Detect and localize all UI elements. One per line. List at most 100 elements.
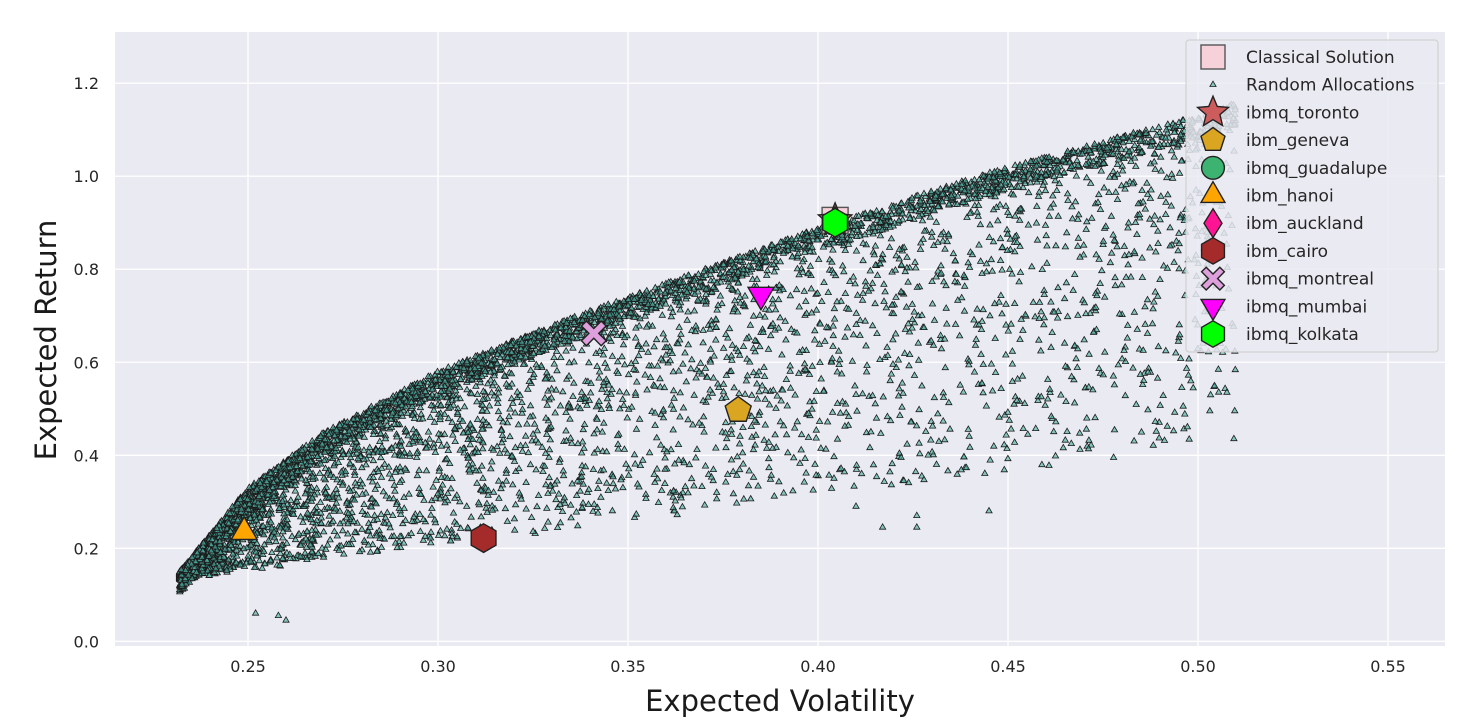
random-allocation-point xyxy=(598,427,607,435)
random-allocation-point xyxy=(760,363,768,370)
random-allocation-point xyxy=(699,412,708,420)
random-allocation-point xyxy=(661,335,669,343)
random-allocation-point xyxy=(567,439,576,446)
random-allocation-point xyxy=(1110,425,1119,433)
random-allocation-point xyxy=(758,381,767,389)
random-allocation-point xyxy=(593,362,601,369)
random-allocation-point xyxy=(550,480,559,487)
random-allocation-point xyxy=(949,249,958,257)
x-tick-label: 0.35 xyxy=(610,657,646,676)
random-allocation-point xyxy=(618,322,627,329)
random-allocation-point xyxy=(939,416,948,424)
random-allocation-point xyxy=(754,481,762,489)
random-allocation-point xyxy=(391,487,399,494)
random-allocation-point xyxy=(272,537,280,545)
random-allocation-point xyxy=(603,388,611,395)
random-allocation-point xyxy=(810,335,819,343)
random-allocation-point xyxy=(1100,293,1109,300)
random-allocation-point xyxy=(1011,212,1019,219)
random-allocation-point xyxy=(929,241,938,249)
random-allocation-point xyxy=(511,408,519,416)
random-allocation-point xyxy=(706,345,715,352)
random-allocation-point xyxy=(965,432,974,439)
random-allocation-point xyxy=(348,535,357,542)
random-allocation-point xyxy=(928,228,936,236)
random-allocation-point xyxy=(776,417,785,425)
random-allocation-point xyxy=(615,404,624,412)
random-allocation-point xyxy=(617,475,625,483)
random-allocation-point xyxy=(473,390,482,397)
random-allocation-point xyxy=(886,467,894,475)
random-allocation-point xyxy=(779,488,788,496)
random-allocation-point xyxy=(578,437,587,445)
y-tick-label: 0.4 xyxy=(74,446,99,465)
random-allocation-point xyxy=(1018,372,1027,379)
random-allocation-point xyxy=(902,303,911,310)
random-allocation-point xyxy=(631,357,640,364)
random-allocation-point xyxy=(1170,408,1179,415)
random-allocation-point xyxy=(793,328,801,336)
random-allocation-point xyxy=(1036,346,1045,354)
random-allocation-point xyxy=(1007,424,1015,432)
random-allocation-point xyxy=(1111,273,1119,281)
random-allocation-point xyxy=(735,389,743,396)
random-allocation-point xyxy=(903,253,911,260)
random-allocation-point xyxy=(1005,416,1014,423)
random-allocation-point xyxy=(993,216,1002,224)
random-allocation-point xyxy=(590,429,598,437)
random-allocation-point xyxy=(1031,312,1039,320)
random-allocation-point xyxy=(1166,241,1174,249)
random-allocation-point xyxy=(940,435,949,443)
random-allocation-point xyxy=(882,303,891,311)
random-allocation-point xyxy=(687,355,696,363)
random-allocation-point xyxy=(1002,430,1011,438)
random-allocation-point xyxy=(553,523,562,530)
random-allocation-point xyxy=(434,531,443,538)
random-allocation-point xyxy=(926,213,935,220)
random-allocation-point xyxy=(850,482,858,489)
random-allocation-point xyxy=(1153,374,1162,381)
random-allocation-point xyxy=(873,329,881,336)
random-allocation-point xyxy=(460,402,469,410)
random-allocation-point xyxy=(941,363,950,371)
random-allocation-point xyxy=(841,333,849,340)
random-allocation-point xyxy=(905,350,914,357)
random-allocation-point xyxy=(690,391,699,398)
random-allocation-point xyxy=(632,425,641,432)
random-allocation-point xyxy=(1024,220,1033,228)
random-allocation-point xyxy=(487,457,496,465)
random-allocation-point xyxy=(1125,250,1133,258)
random-allocation-point xyxy=(934,266,942,274)
random-allocation-point xyxy=(828,408,837,415)
random-allocation-point xyxy=(1101,222,1110,229)
random-allocation-point xyxy=(764,345,773,352)
random-allocation-point xyxy=(912,421,921,429)
random-allocation-point xyxy=(817,374,826,382)
random-allocation-point xyxy=(807,284,816,292)
random-allocation-point xyxy=(829,321,838,329)
random-allocation-point xyxy=(576,487,585,494)
random-allocation-point xyxy=(1032,218,1041,226)
random-allocation-point xyxy=(1063,312,1072,320)
random-allocation-point xyxy=(396,478,404,485)
random-allocation-point xyxy=(501,445,509,453)
x-tick-label: 0.55 xyxy=(1370,657,1406,676)
random-allocation-point xyxy=(810,397,818,404)
random-allocation-point xyxy=(747,412,756,419)
random-allocation-point xyxy=(1034,192,1043,199)
random-allocation-point xyxy=(584,500,593,507)
y-axis-ticks: 0.00.20.40.60.81.01.2 xyxy=(74,74,99,651)
random-allocation-point xyxy=(691,453,700,461)
random-allocation-point xyxy=(710,351,718,359)
random-allocation-point xyxy=(742,376,751,384)
random-allocation-point xyxy=(927,233,936,240)
random-allocation-point xyxy=(1132,400,1141,407)
random-allocation-point xyxy=(804,433,813,440)
random-allocation-point xyxy=(624,464,633,472)
random-allocation-point xyxy=(761,312,769,320)
random-allocation-point xyxy=(1166,223,1174,231)
random-allocation-point xyxy=(739,459,748,467)
random-allocation-point xyxy=(1052,186,1061,194)
random-allocation-point xyxy=(415,510,424,517)
random-allocation-point xyxy=(603,394,612,402)
